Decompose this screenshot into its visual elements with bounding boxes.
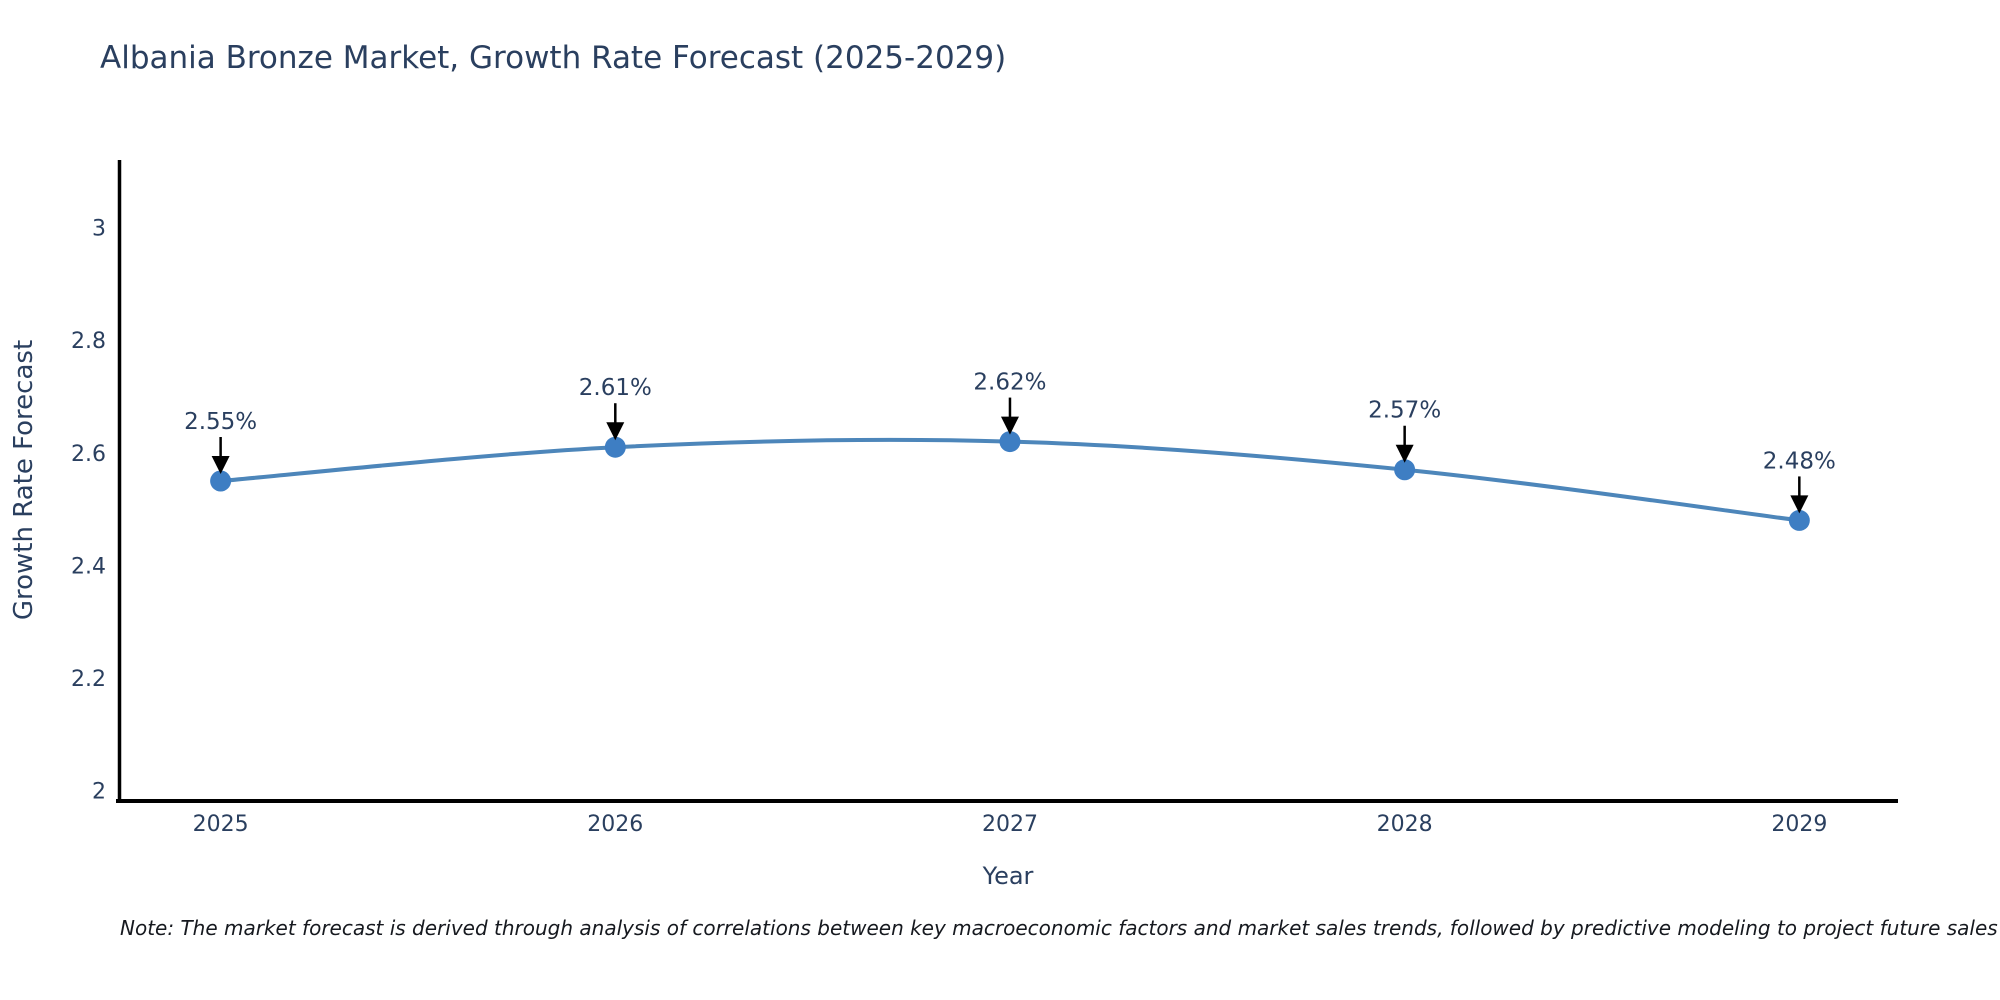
data-point-2025 [210,470,232,492]
annotation-2026: 2.61% [579,375,652,441]
x-tick-label: 2027 [982,812,1038,837]
annotation-2029: 2.48% [1763,448,1836,514]
y-tick-label: 2.4 [71,554,106,579]
x-tick-label: 2028 [1377,812,1433,837]
annotation-arrowhead [1395,444,1414,463]
annotation-label: 2.61% [579,375,652,401]
x-tick-label: 2026 [587,812,643,837]
x-axis-title: Year [982,862,1034,890]
annotation-label: 2.62% [973,370,1046,396]
y-axis-title: Growth Rate Forecast [9,340,39,620]
y-tick-label: 2 [92,780,106,805]
data-point-2027 [999,431,1021,453]
data-point-2028 [1394,459,1416,481]
annotation-2027: 2.62% [973,370,1047,435]
annotation-label: 2.57% [1368,398,1441,424]
annotation-2025: 2.55% [184,409,257,474]
annotation-arrowhead [1000,416,1019,435]
x-tick-label: 2025 [193,812,249,837]
y-tick-label: 2.6 [71,442,106,467]
annotation-arrowhead [211,456,230,474]
y-tick-label: 3 [92,217,106,242]
data-point-2029 [1788,509,1810,531]
annotation-arrowhead [606,422,625,441]
chart-title: Albania Bronze Market, Growth Rate Forec… [100,40,1007,76]
data-point-2026 [604,436,626,458]
annotation-2028: 2.57% [1368,398,1441,463]
y-tick-label: 2.8 [71,329,106,354]
y-tick-label: 2.2 [71,667,106,692]
y-axis-ticks: 2 2.2 2.4 2.6 2.8 3 [71,217,106,805]
annotation-label: 2.55% [184,409,257,435]
annotation-arrowhead [1790,495,1809,514]
annotation-label: 2.48% [1763,448,1836,474]
chart-footnote: Note: The market forecast is derived thr… [120,916,1998,940]
x-axis-ticks: 2025 2026 2027 2028 2029 [193,812,1828,837]
x-tick-label: 2029 [1771,812,1827,837]
data-points [210,431,1810,531]
